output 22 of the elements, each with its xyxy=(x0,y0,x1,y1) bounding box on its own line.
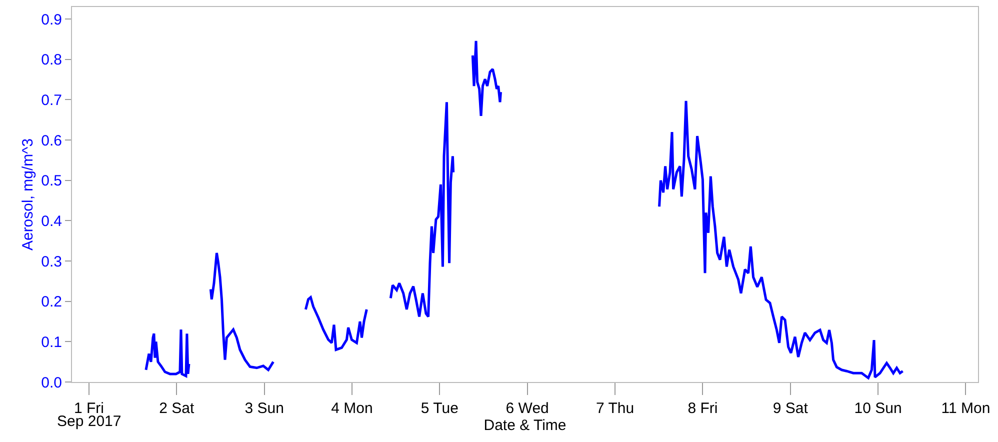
x-tick-label: 7 Thu xyxy=(596,400,634,417)
y-axis-title: Aerosol, mg/m^3 xyxy=(19,138,36,251)
x-tick-label: 10 Sun xyxy=(854,400,902,417)
x-tick-label: 6 Wed xyxy=(506,400,549,417)
y-tick-label: 0.6 xyxy=(41,132,62,150)
y-tick-label: 0.8 xyxy=(41,52,62,69)
x-tick-label: 4 Mon xyxy=(331,400,373,417)
x-tick-label: 2 Sat xyxy=(159,400,195,417)
y-tick-label: 0.2 xyxy=(41,294,62,311)
y-tick-label: 0.5 xyxy=(41,172,62,190)
y-tick-label: 0.3 xyxy=(41,253,62,270)
y-tick-label: 0.4 xyxy=(41,212,62,230)
x-tick-label: 5 Tue xyxy=(420,400,458,417)
x-tick-label: 9 Sat xyxy=(772,400,809,417)
y-tick-label: 0.7 xyxy=(41,92,62,109)
x-tick-label: 11 Mon xyxy=(941,400,990,417)
x-tick-label: 3 Sun xyxy=(244,400,284,417)
x-axis-title: Date & Time xyxy=(484,417,566,434)
x-tick-label: 8 Fri xyxy=(688,400,718,417)
y-tick-label: 0.0 xyxy=(41,374,62,392)
y-tick-label: 0.9 xyxy=(41,11,62,28)
y-tick-label: 0.1 xyxy=(41,334,62,351)
